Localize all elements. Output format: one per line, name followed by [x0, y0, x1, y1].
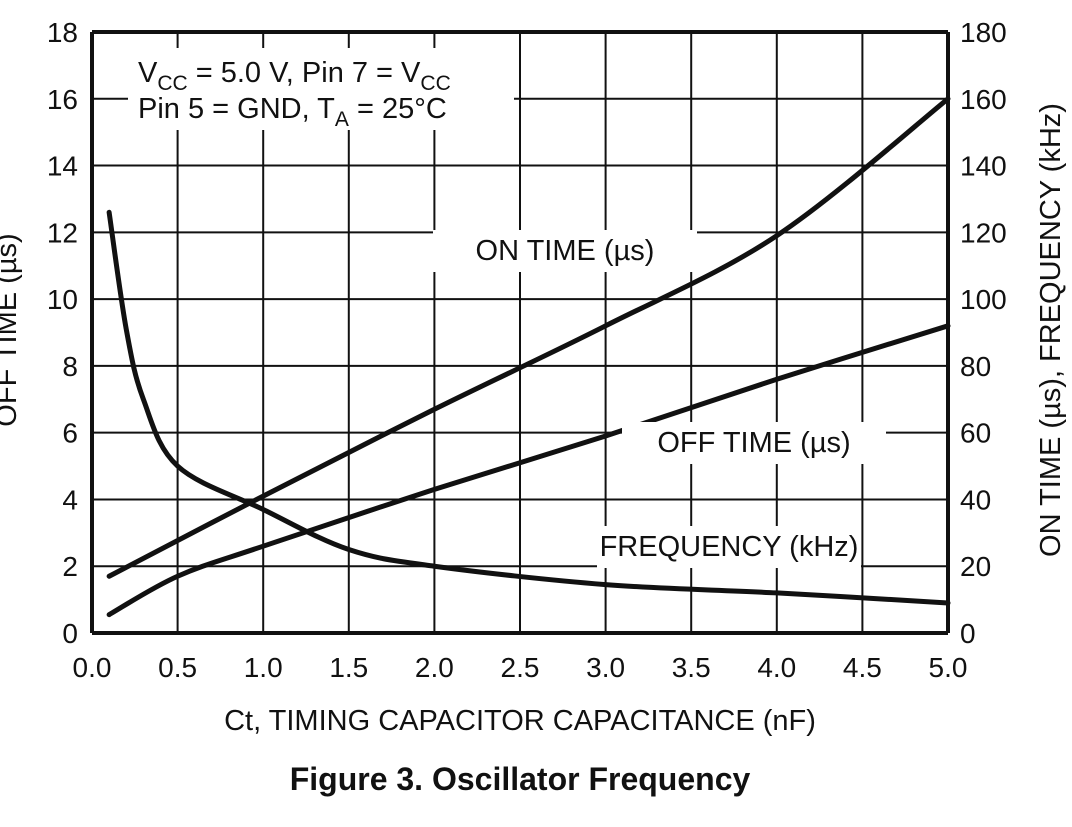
y-tick-label-left: 18	[47, 17, 78, 48]
y-axis-label-right: ON TIME (µs), FREQUENCY (kHz)	[1035, 103, 1067, 557]
y-tick-label-left: 14	[47, 151, 78, 182]
series-line	[106, 323, 951, 618]
y-tick-label-right: 100	[960, 284, 1007, 315]
off-time-label: OFF TIME (µs)	[657, 427, 850, 459]
series-line	[106, 96, 951, 579]
y-tick-label-left: 2	[62, 551, 78, 582]
tick-labels: 0.0 0.5 1.0 1.5 2.0 2.5 3.0 3.5 4.0 4.5 5.00246810…	[47, 17, 1007, 683]
x-tick-label: 4.0	[757, 652, 796, 683]
y-tick-label-left: 6	[62, 418, 78, 449]
off-time-label-bg	[622, 422, 886, 464]
on-time-label-bg	[433, 230, 697, 272]
y-tick-label-right: 0	[960, 618, 976, 649]
y-tick-label-right: 140	[960, 151, 1007, 182]
y-tick-label-right: 40	[960, 484, 991, 515]
on-time-label: ON TIME (µs)	[476, 235, 655, 267]
conditions-line-1: VCC = 5.0 V, Pin 7 = VCC	[138, 57, 451, 95]
series-line	[106, 209, 951, 606]
y-axis-label-left: OFF TIME (µs)	[0, 233, 23, 426]
series-labels: ON TIME (µs) OFF TIME (µs) FREQUENCY (kHz)	[433, 230, 886, 568]
y-tick-label-left: 8	[62, 351, 78, 382]
conditions-box-bg	[128, 48, 514, 130]
curves	[106, 96, 951, 618]
y-tick-label-left: 4	[62, 484, 78, 515]
y-tick-label-right: 160	[960, 84, 1007, 115]
x-tick-label: 0.0	[73, 652, 112, 683]
x-tick-label: 1.5	[329, 652, 368, 683]
conditions-line-2: Pin 5 = GND, TA = 25°C	[138, 93, 447, 131]
frequency-label: FREQUENCY (kHz)	[600, 531, 859, 563]
y-tick-label-right: 80	[960, 351, 991, 382]
y-tick-label-right: 60	[960, 418, 991, 449]
figure-title: Figure 3. Oscillator Frequency	[290, 761, 751, 797]
x-tick-label: 2.5	[501, 652, 540, 683]
y-tick-label-left: 10	[47, 284, 78, 315]
x-tick-label: 0.5	[158, 652, 197, 683]
x-tick-label: 3.0	[586, 652, 625, 683]
y-tick-label-right: 20	[960, 551, 991, 582]
x-tick-label: 4.5	[843, 652, 882, 683]
y-tick-label-left: 0	[62, 618, 78, 649]
x-tick-label: 3.5	[672, 652, 711, 683]
y-tick-label-left: 12	[47, 217, 78, 248]
x-tick-label: 2.0	[415, 652, 454, 683]
y-tick-label-left: 16	[47, 84, 78, 115]
x-tick-label: 1.0	[244, 652, 283, 683]
x-axis-label: Ct, TIMING CAPACITOR CAPACITANCE (nF)	[224, 705, 816, 737]
y-tick-label-right: 120	[960, 217, 1007, 248]
y-tick-label-right: 180	[960, 17, 1007, 48]
frequency-label-bg	[597, 526, 861, 568]
x-tick-label: 5.0	[929, 652, 968, 683]
